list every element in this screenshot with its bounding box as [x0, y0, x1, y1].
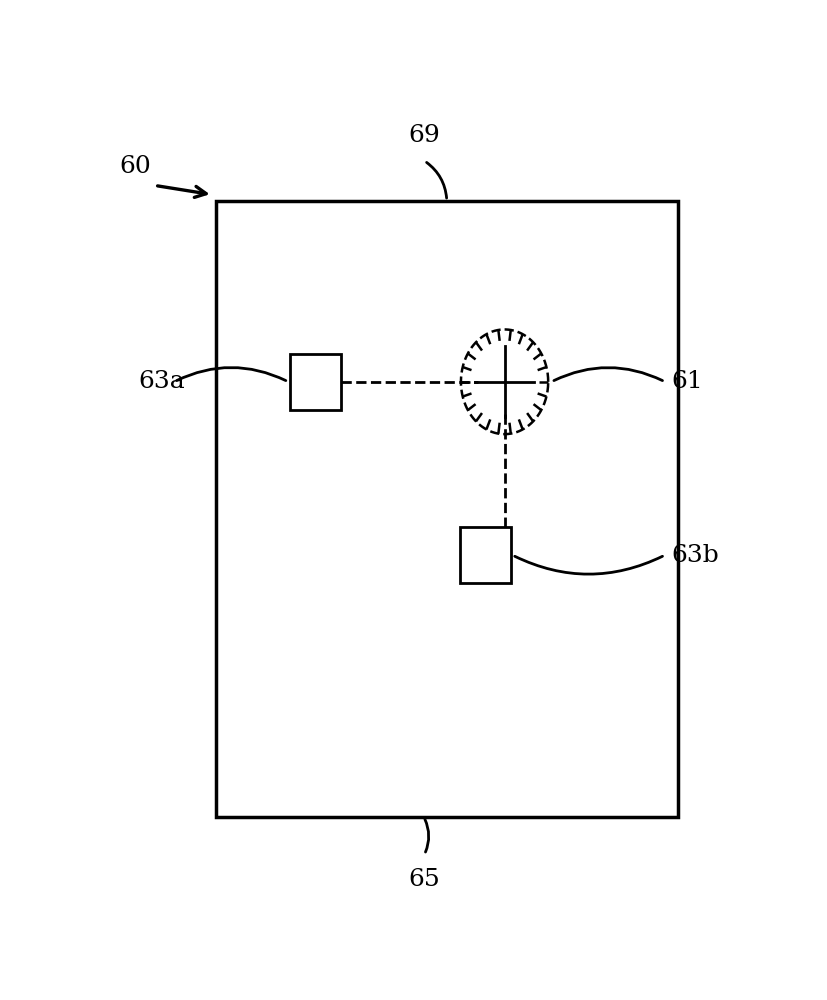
FancyArrowPatch shape [424, 819, 428, 852]
Bar [459, 527, 510, 583]
FancyArrowPatch shape [426, 162, 446, 198]
Text: 65: 65 [408, 868, 440, 891]
FancyArrowPatch shape [176, 368, 285, 381]
Text: 63b: 63b [671, 544, 719, 567]
Text: 63a: 63a [139, 370, 185, 393]
FancyArrowPatch shape [514, 556, 662, 574]
Text: 61: 61 [671, 370, 702, 393]
Text: 69: 69 [408, 124, 440, 147]
Bar [289, 354, 341, 410]
FancyArrowPatch shape [553, 368, 662, 381]
Text: 60: 60 [119, 155, 151, 178]
Bar [216, 201, 677, 817]
